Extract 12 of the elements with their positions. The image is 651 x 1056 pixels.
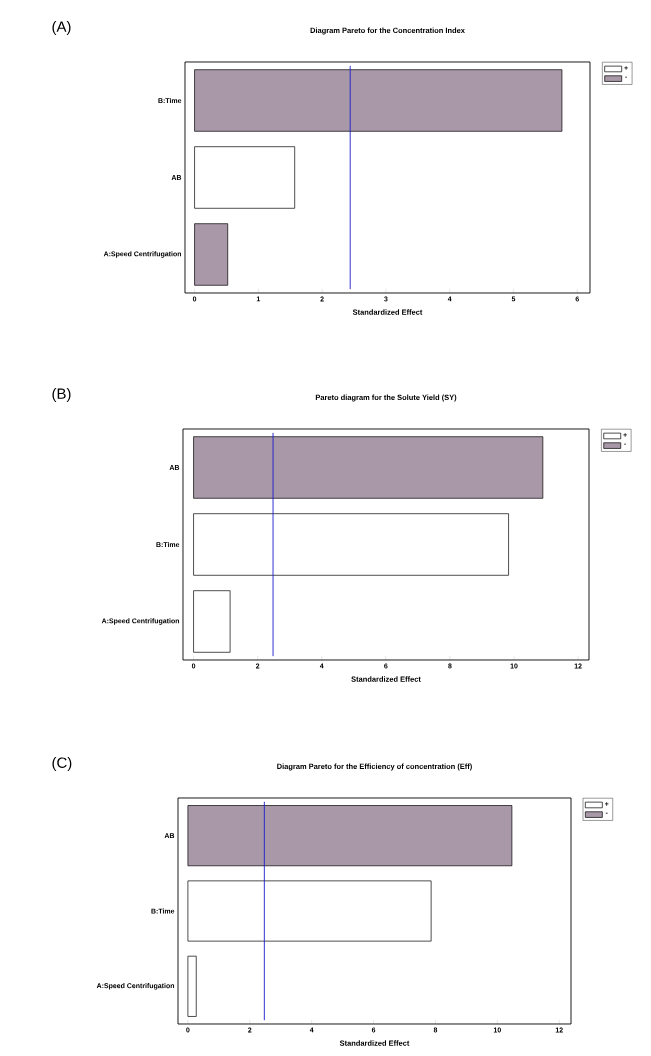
bar [194,69,563,132]
bar [194,146,296,209]
bar [193,590,231,653]
bar [193,513,509,576]
bar [187,880,432,942]
bar [193,436,544,499]
bar [187,805,513,867]
bar [187,955,197,1017]
text: (A) [52,21,71,35]
text: (C) [52,757,72,771]
bar [194,223,229,286]
text: (B) [52,388,71,402]
